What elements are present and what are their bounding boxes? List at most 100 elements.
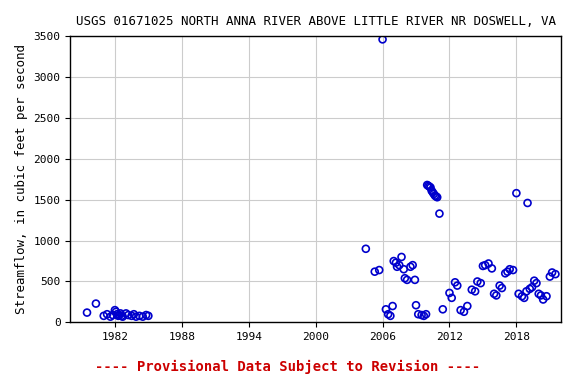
Point: [127, 313, 137, 319]
Point: [124, 312, 133, 318]
Point: [397, 254, 406, 260]
Point: [408, 262, 417, 268]
Point: [534, 291, 543, 297]
Point: [142, 312, 151, 318]
Point: [430, 192, 439, 199]
Point: [473, 278, 482, 285]
Point: [108, 312, 118, 318]
Point: [116, 310, 125, 316]
Point: [512, 190, 521, 196]
Text: ---- Provisional Data Subject to Revision ----: ---- Provisional Data Subject to Revisio…: [96, 360, 480, 374]
Point: [82, 310, 92, 316]
Point: [117, 313, 126, 319]
Point: [144, 313, 153, 319]
Point: [528, 284, 537, 290]
Point: [422, 311, 431, 317]
Point: [547, 270, 556, 276]
Point: [438, 306, 448, 312]
Point: [103, 311, 112, 317]
Point: [425, 184, 434, 190]
Point: [426, 184, 435, 190]
Point: [505, 266, 514, 272]
Point: [424, 183, 433, 189]
Point: [92, 301, 101, 307]
Point: [532, 280, 541, 286]
Point: [419, 313, 429, 319]
Point: [495, 283, 504, 289]
Point: [131, 314, 141, 320]
Point: [520, 295, 529, 301]
Point: [99, 313, 108, 319]
Point: [389, 258, 399, 264]
Point: [484, 260, 493, 266]
Point: [361, 246, 370, 252]
Point: [399, 266, 408, 272]
Point: [417, 312, 426, 318]
Point: [456, 307, 465, 313]
Point: [480, 262, 490, 268]
Point: [522, 288, 531, 295]
Point: [497, 285, 506, 291]
Point: [392, 264, 401, 270]
Point: [525, 286, 535, 292]
Point: [113, 313, 123, 319]
Point: [487, 265, 497, 271]
Point: [492, 292, 501, 298]
Point: [542, 293, 551, 299]
Point: [115, 312, 124, 318]
Point: [428, 189, 437, 195]
Point: [111, 309, 120, 315]
Point: [423, 182, 432, 188]
Point: [381, 306, 391, 312]
Point: [523, 200, 532, 206]
Point: [501, 270, 510, 276]
Point: [536, 292, 545, 298]
Point: [395, 262, 404, 268]
Point: [410, 277, 419, 283]
Point: [388, 303, 397, 309]
Y-axis label: Streamflow, in cubic feet per second: Streamflow, in cubic feet per second: [15, 44, 28, 314]
Point: [433, 194, 442, 200]
Point: [378, 36, 387, 43]
Point: [370, 269, 380, 275]
Point: [529, 278, 539, 284]
Point: [112, 311, 122, 317]
Point: [551, 271, 560, 277]
Point: [445, 290, 454, 296]
Point: [374, 267, 384, 273]
Point: [539, 296, 548, 303]
Point: [106, 314, 115, 320]
Point: [110, 307, 119, 313]
Point: [435, 210, 444, 217]
Point: [509, 267, 518, 273]
Point: [406, 264, 415, 270]
Point: [384, 311, 393, 317]
Point: [463, 303, 472, 309]
Point: [429, 191, 438, 197]
Point: [391, 260, 400, 266]
Point: [545, 273, 555, 280]
Point: [414, 311, 423, 317]
Point: [138, 314, 147, 320]
Point: [503, 269, 512, 275]
Point: [129, 311, 138, 317]
Point: [460, 309, 469, 315]
Point: [514, 291, 523, 297]
Point: [471, 288, 480, 295]
Point: [517, 293, 526, 299]
Point: [467, 286, 476, 293]
Point: [118, 314, 127, 320]
Point: [411, 302, 420, 308]
Point: [447, 295, 456, 301]
Point: [478, 263, 487, 269]
Point: [403, 277, 412, 283]
Point: [122, 310, 131, 316]
Point: [427, 188, 436, 194]
Point: [386, 313, 395, 319]
Point: [453, 283, 462, 289]
Point: [450, 279, 460, 285]
Title: USGS 01671025 NORTH ANNA RIVER ABOVE LITTLE RIVER NR DOSWELL, VA: USGS 01671025 NORTH ANNA RIVER ABOVE LIT…: [75, 15, 556, 28]
Point: [400, 275, 410, 281]
Point: [135, 313, 144, 319]
Point: [490, 291, 499, 297]
